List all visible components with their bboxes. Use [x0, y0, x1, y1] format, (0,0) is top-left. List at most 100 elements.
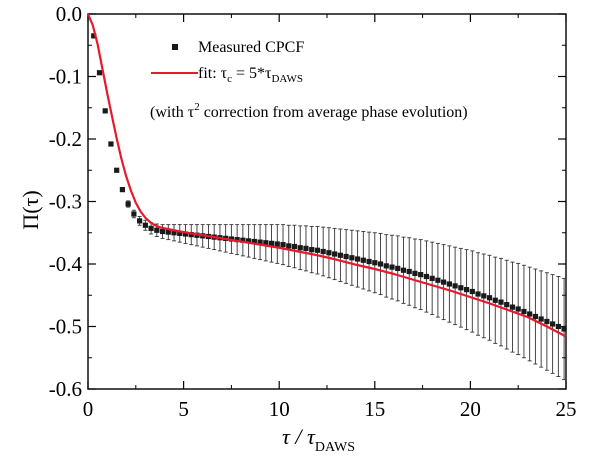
legend-note-prefix: (with τ: [150, 104, 195, 121]
legend: Measured CPCF fit: τc = 5*τDAWS (with τ2…: [150, 39, 468, 121]
data-point: [286, 243, 292, 249]
data-point: [492, 297, 498, 303]
data-point: [234, 237, 240, 243]
data-point: [314, 247, 321, 253]
data-point: [280, 242, 286, 248]
data-point: [412, 270, 418, 276]
plot-layer: 0 5 10 15 20 25 0.0 -0.1 -0.2 -0.3 -0.4 -0.5 -0.6: [49, 2, 577, 421]
y-tick-label: -0.1: [49, 65, 82, 89]
data-point: [257, 239, 263, 245]
data-point: [96, 70, 103, 76]
x-tick-label: 5: [178, 397, 189, 421]
data-point: [177, 230, 183, 236]
data-point: [481, 293, 487, 299]
data-point: [337, 252, 343, 258]
data-point: [125, 201, 131, 207]
x-tick-label: 25: [556, 397, 577, 421]
data-point: [332, 251, 338, 257]
data-point: [458, 285, 464, 291]
data-point: [463, 287, 470, 293]
data-point: [498, 299, 504, 305]
data-point: [544, 318, 550, 325]
data-point: [188, 232, 194, 238]
data-point: [486, 295, 493, 301]
data-point: [441, 279, 447, 285]
data-point: [102, 108, 108, 114]
data-point: [268, 240, 275, 246]
x-axis-label-sub: DAWS: [315, 440, 355, 455]
data-point: [119, 187, 126, 193]
data-point: [326, 250, 332, 256]
y-tick-label: -0.2: [49, 127, 82, 151]
legend-fit-prefix: fit: τ: [198, 65, 228, 82]
data-point: [469, 288, 475, 295]
data-point: [354, 256, 361, 262]
data-point: [108, 141, 114, 147]
data-point: [91, 33, 97, 39]
data-point: [452, 283, 458, 289]
data-point: [291, 243, 298, 250]
data-point: [446, 281, 452, 287]
data-point: [303, 245, 309, 251]
data-point: [148, 225, 154, 231]
data-point: [137, 218, 143, 224]
data-point: [395, 265, 401, 271]
legend-fit-mid: = 5*τ: [232, 65, 272, 82]
data-point: [389, 264, 395, 270]
data-point: [475, 291, 481, 297]
data-point: [423, 273, 430, 280]
data-point: [165, 229, 171, 235]
data-point: [142, 222, 148, 228]
data-point: [521, 308, 527, 315]
legend-note-sup: 2: [194, 101, 200, 113]
legend-note: (with τ2 correction from average phase e…: [150, 101, 468, 121]
data-point: [263, 240, 269, 246]
data-point: [527, 311, 533, 317]
data-point: [532, 313, 539, 320]
data-point: [309, 247, 315, 253]
data-point: [383, 263, 389, 269]
data-point: [550, 321, 556, 327]
data-point: [131, 211, 137, 217]
data-point: [171, 230, 177, 236]
data-point: [555, 323, 561, 330]
data-point: [418, 272, 424, 278]
data-point: [246, 238, 252, 244]
data-point: [538, 316, 544, 322]
legend-fit-label: fit: τc = 5*τDAWS: [198, 65, 303, 85]
x-tick-label: 15: [364, 397, 385, 421]
data-point: [343, 253, 349, 260]
data-point: [320, 248, 326, 255]
data-point: [372, 260, 378, 266]
y-tick-label: 0.0: [56, 2, 82, 26]
y-axis-label: Π(τ): [18, 190, 43, 229]
fit-line: [86, 13, 567, 338]
data-point: [274, 241, 280, 247]
x-tick-label: 0: [83, 397, 94, 421]
legend-fit-sub1: c: [227, 73, 232, 85]
data-point: [159, 228, 166, 235]
x-axis-label: τ / τDAWS: [282, 424, 355, 455]
data-point: [504, 302, 510, 308]
data-point: [154, 227, 160, 233]
x-tick-label: 10: [269, 397, 290, 421]
legend-measured-label: Measured CPCF: [198, 39, 304, 56]
x-tick-label: 20: [460, 397, 481, 421]
legend-fit-sub2: DAWS: [271, 73, 303, 85]
y-tick-label: -0.4: [49, 252, 83, 276]
data-point: [509, 304, 516, 310]
plot-frame: [87, 13, 567, 390]
y-tick-label: -0.3: [49, 190, 82, 214]
data-point: [297, 245, 303, 251]
y-tick-label: -0.6: [49, 377, 82, 401]
data-point: [377, 261, 384, 267]
data-point: [406, 268, 412, 275]
data-point: [251, 238, 257, 245]
legend-measured-marker: [172, 44, 178, 50]
data-point: [349, 255, 355, 261]
data-point: [561, 326, 567, 332]
data-point: [114, 167, 120, 173]
x-axis-label-main: τ / τ: [282, 424, 316, 449]
data-point: [515, 306, 521, 312]
